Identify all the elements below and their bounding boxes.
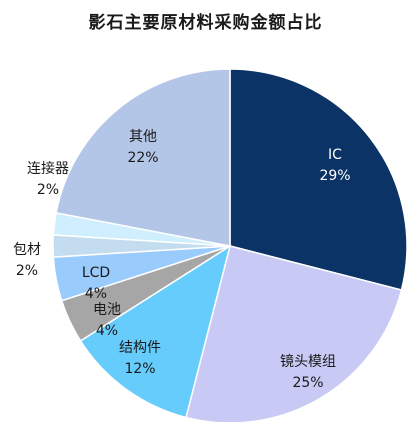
- pie-label-name-2: 结构件: [119, 340, 161, 356]
- pie-slice-0: [229, 68, 408, 291]
- pie-label-percent-2: 12%: [124, 361, 155, 377]
- pie-label-4: LCD 4%: [82, 265, 110, 302]
- pie-label-name-6: 连接器: [27, 160, 69, 177]
- pie-label-name-3: 电池: [93, 302, 121, 318]
- pie-label-percent-4: 4%: [85, 286, 107, 302]
- pie-label-1: 镜头模组 25%: [280, 354, 336, 391]
- pie-label-2: 结构件 12%: [119, 340, 161, 377]
- pie-label-percent-3: 4%: [96, 323, 118, 339]
- pie-slice-7: [55, 68, 231, 247]
- pie-label-6: 连接器 2%: [27, 160, 69, 198]
- pie-slice-1: [185, 245, 403, 422]
- pie-label-name-0: IC: [328, 147, 342, 163]
- pie-label-percent-7: 22%: [127, 150, 158, 166]
- pie-label-3: 电池 4%: [93, 302, 121, 339]
- pie-label-name-1: 镜头模组: [280, 354, 336, 370]
- pie-label-percent-5: 2%: [16, 263, 38, 279]
- pie-label-name-4: LCD: [82, 265, 110, 281]
- pie-labels: IC 29%镜头模组 25%结构件 12%电池 4%LCD 4%包材 2%连接器 2%其他 22…: [13, 129, 351, 391]
- pie-slice-2: [79, 244, 232, 419]
- pie-slices: [52, 68, 408, 422]
- pie-label-percent-1: 25%: [292, 375, 323, 391]
- pie-label-percent-0: 29%: [319, 168, 350, 184]
- pie-label-0: IC 29%: [319, 147, 350, 184]
- pie-label-name-5: 包材: [13, 242, 41, 258]
- pie-label-5: 包材 2%: [13, 242, 41, 279]
- pie-label-name-7: 其他: [129, 129, 157, 145]
- chart-title: 影石主要原材料采购金额占比: [88, 13, 323, 33]
- pie-label-percent-6: 2%: [37, 182, 59, 198]
- pie-label-7: 其他 22%: [127, 129, 158, 166]
